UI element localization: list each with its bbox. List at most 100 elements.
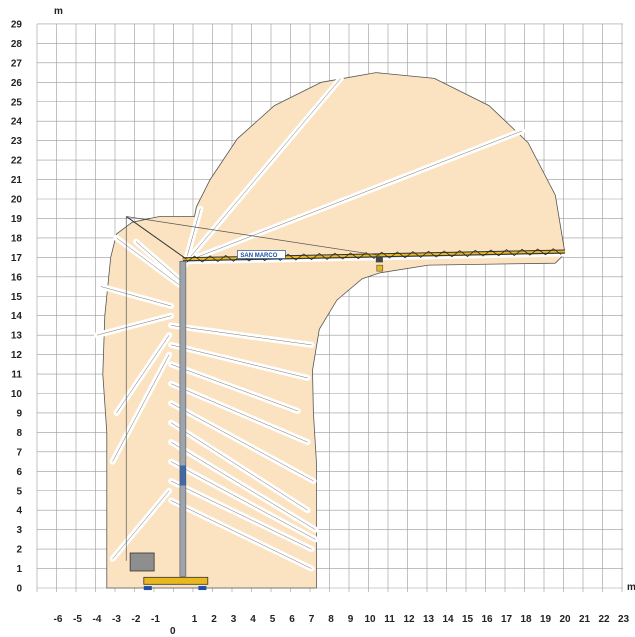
x-tick-label: -1 <box>151 614 160 625</box>
y-tick-label: 8 <box>16 428 22 439</box>
crane-tower <box>179 260 187 577</box>
working-area <box>102 72 566 589</box>
y-tick-label: 2 <box>16 545 22 556</box>
y-tick-label: 7 <box>16 447 22 458</box>
y-tick-label: 1 <box>16 564 22 575</box>
y-tick-label: 19 <box>11 214 23 225</box>
outrigger-pad-left <box>143 586 152 591</box>
y-tick-label: 26 <box>11 78 23 89</box>
x-tick-label: 2 <box>211 614 217 625</box>
y-tick-label: 9 <box>16 408 22 419</box>
y-tick-label: 12 <box>11 350 23 361</box>
x-tick-label: 1 <box>192 614 198 625</box>
brand-label: SAN MARCO <box>240 253 277 259</box>
y-tick-label: 25 <box>11 97 23 108</box>
hook-block <box>376 264 384 272</box>
boom-position-line <box>116 237 180 285</box>
x-tick-label: 21 <box>579 614 591 625</box>
y-tick-label: 16 <box>11 272 23 283</box>
x-tick-label: 4 <box>250 614 256 625</box>
x-tick-label: 18 <box>520 614 532 625</box>
trolley <box>375 256 383 263</box>
y-axis-unit: m <box>54 6 63 17</box>
boom-position-line <box>170 461 316 540</box>
y-tick-label: 17 <box>11 253 23 264</box>
y-tick-label: 21 <box>11 175 23 186</box>
x-tick-label: 15 <box>462 614 474 625</box>
y-tick-label: 20 <box>11 195 23 206</box>
y-tick-label: 29 <box>11 19 23 30</box>
boom-position-line <box>170 500 312 569</box>
x-tick-label: 9 <box>348 614 354 625</box>
jib-truss <box>186 248 562 263</box>
jib-support-line <box>126 216 380 256</box>
x-tick-label: -3 <box>112 614 121 625</box>
counterweight <box>129 552 155 572</box>
y-tick-label: 5 <box>16 486 22 497</box>
boom-position-line <box>116 335 170 414</box>
x-origin-label: 0 <box>170 626 176 637</box>
y-tick-label: 0 <box>16 584 22 595</box>
boom-position-line <box>171 325 312 346</box>
x-tick-label: 20 <box>559 614 571 625</box>
boom-position-line <box>96 315 172 336</box>
x-tick-label: 14 <box>442 614 454 625</box>
y-tick-label: 4 <box>16 506 22 517</box>
y-tick-label: 27 <box>11 58 23 69</box>
boom-position-line <box>170 422 308 511</box>
tower-marker <box>179 465 186 486</box>
x-tick-label: 23 <box>618 614 630 625</box>
boom-position-line <box>184 208 201 266</box>
y-tick-label: 22 <box>11 156 23 167</box>
x-tick-label: -6 <box>54 614 63 625</box>
boom-position-line <box>100 286 172 307</box>
y-tick-label: 11 <box>11 370 22 381</box>
boom-positions <box>94 75 568 572</box>
y-tick-label: 13 <box>11 331 23 342</box>
x-tick-label: 19 <box>540 614 552 625</box>
x-tick-label: 3 <box>231 614 237 625</box>
y-tick-label: 24 <box>11 117 23 128</box>
x-tick-label: 11 <box>384 614 395 625</box>
y-tick-label: 3 <box>16 525 22 536</box>
x-tick-label: 7 <box>309 614 315 625</box>
x-tick-label: 22 <box>598 614 610 625</box>
x-tick-label: 6 <box>289 614 295 625</box>
y-tick-label: 6 <box>16 467 22 478</box>
crane-base <box>143 576 209 585</box>
y-tick-label: 18 <box>11 233 23 244</box>
boom-position-line <box>186 78 341 262</box>
brand-plate <box>237 250 286 259</box>
working-range-envelope <box>102 72 566 589</box>
x-tick-label: -4 <box>93 614 102 625</box>
x-tick-label: -5 <box>73 614 82 625</box>
x-axis-ticks: -6 -5 -4 -3 -2 -1 1 2 3 4 5 6 7 8 9 10 11 12 13 14 15 16 17 18 1… <box>54 614 630 625</box>
boom-position-line <box>112 354 170 462</box>
boom-position-line <box>170 403 314 482</box>
x-tick-label: 12 <box>403 614 415 625</box>
boom-position-line <box>112 490 170 559</box>
y-axis-ticks: 0123456789101112131415161718192021222324… <box>11 19 23 594</box>
y-tick-label: 28 <box>11 39 23 50</box>
x-tick-label: 16 <box>481 614 493 625</box>
y-tick-label: 10 <box>11 389 23 400</box>
x-axis-unit: m <box>627 582 635 593</box>
outrigger-pad-right <box>198 586 207 591</box>
crane: SAN MARCO <box>125 216 566 591</box>
y-tick-label: 15 <box>11 292 23 303</box>
boom-position-line <box>186 130 523 262</box>
boom-position-line <box>171 344 308 379</box>
x-tick-label: 13 <box>423 614 435 625</box>
y-tick-label: 14 <box>11 311 23 322</box>
y-tick-label: 23 <box>11 136 23 147</box>
x-tick-label: 10 <box>364 614 376 625</box>
boom-position-line <box>170 441 316 530</box>
boom-position-line <box>171 364 298 412</box>
x-tick-label: 17 <box>501 614 513 625</box>
x-tick-label: -2 <box>132 614 141 625</box>
boom-position-line <box>170 480 312 550</box>
jib-tie-line <box>125 216 187 260</box>
boom-position-line <box>135 241 182 281</box>
x-tick-label: 5 <box>270 614 276 625</box>
